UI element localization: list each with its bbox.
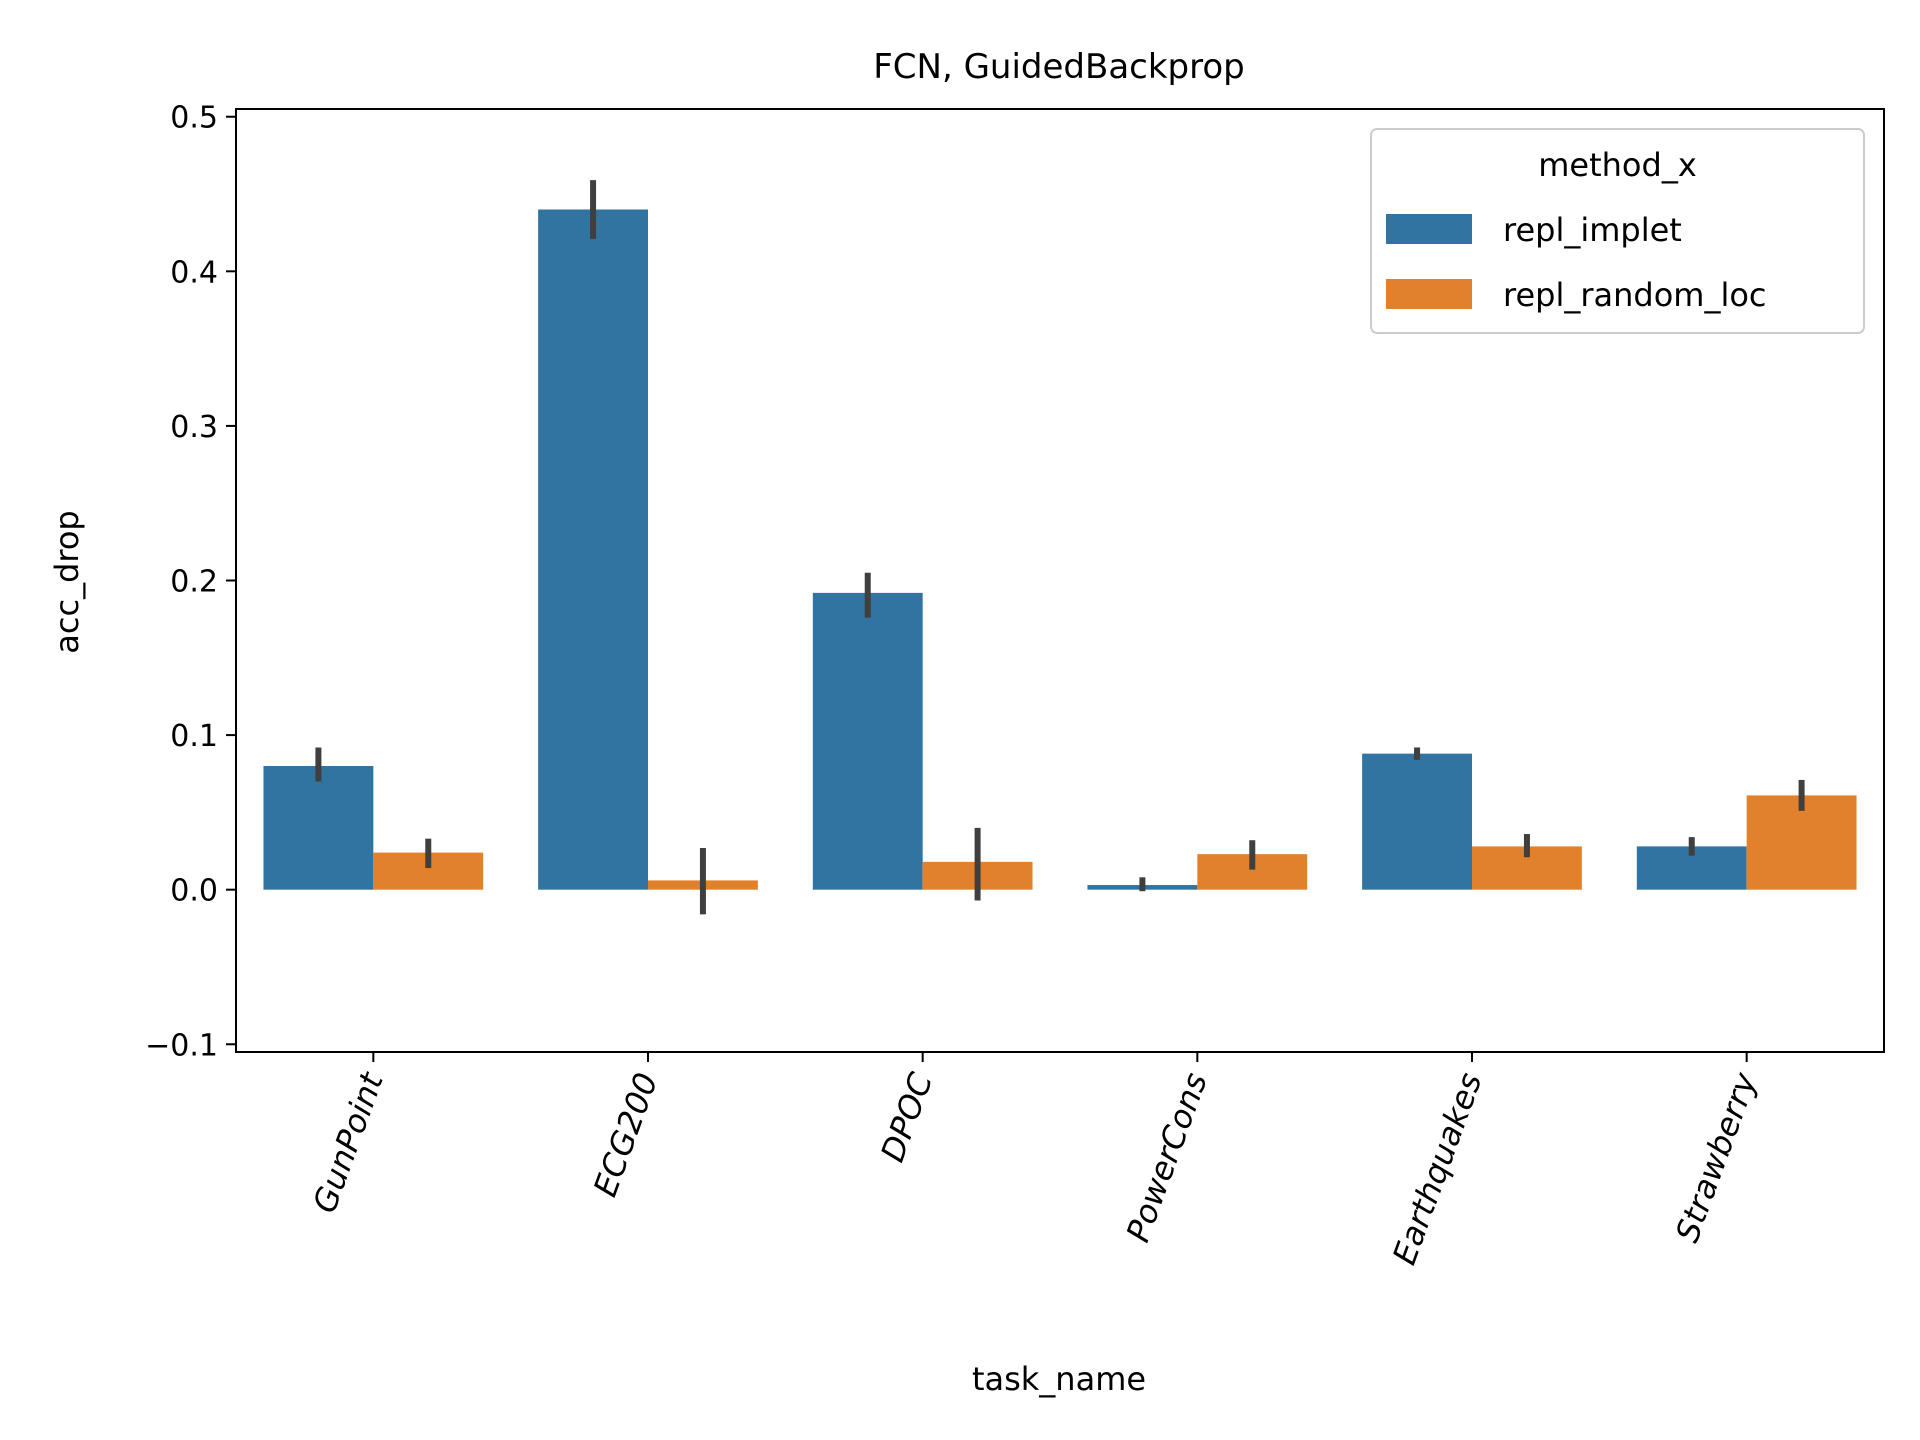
bar-repl_implet-DPOC bbox=[812, 592, 923, 890]
legend-swatch-repl_implet bbox=[1386, 214, 1472, 244]
y-tick-label: 0.2 bbox=[170, 565, 218, 600]
legend-title: method_x bbox=[1538, 146, 1697, 184]
x-axis: GunPoint ECG200 DPOC PowerCons Earthquakes St… bbox=[305, 1052, 1765, 1270]
y-tick-label: 0.0 bbox=[170, 874, 218, 909]
x-tick-label: Strawberry bbox=[1668, 1067, 1765, 1247]
y-tick-label: −0.1 bbox=[145, 1028, 218, 1063]
y-axis: −0.1 0.0 0.1 0.2 0.3 0.4 0.5 bbox=[145, 101, 236, 1063]
bar-repl_implet-ECG200 bbox=[538, 209, 648, 890]
x-tick-label: Earthquakes bbox=[1385, 1068, 1489, 1270]
x-tick-label: ECG200 bbox=[586, 1068, 666, 1202]
y-tick-label: 0.3 bbox=[170, 410, 218, 445]
y-axis-label: acc_drop bbox=[48, 510, 86, 653]
x-tick-label: PowerCons bbox=[1119, 1068, 1215, 1247]
legend-swatch-repl_random_loc bbox=[1386, 279, 1472, 309]
bar-repl_implet-Earthquakes bbox=[1362, 753, 1472, 890]
legend-label-repl_implet: repl_implet bbox=[1503, 211, 1682, 249]
x-tick-label: GunPoint bbox=[305, 1066, 391, 1218]
error-bars-layer bbox=[315, 180, 1805, 915]
legend-label-repl_random_loc: repl_random_loc bbox=[1503, 276, 1767, 314]
legend: method_x repl_implet repl_random_loc bbox=[1370, 128, 1865, 334]
legend-box bbox=[1370, 128, 1865, 334]
chart-title: FCN, GuidedBackprop bbox=[873, 47, 1245, 87]
y-tick-label: 0.1 bbox=[170, 719, 218, 754]
y-tick-label: 0.4 bbox=[170, 255, 218, 290]
y-tick-label: 0.5 bbox=[170, 101, 218, 136]
x-tick-label: DPOC bbox=[873, 1067, 940, 1167]
x-axis-label: task_name bbox=[972, 1360, 1146, 1398]
bar-repl_implet-GunPoint bbox=[263, 766, 374, 890]
bar-repl_random_loc-Strawberry bbox=[1746, 795, 1857, 890]
